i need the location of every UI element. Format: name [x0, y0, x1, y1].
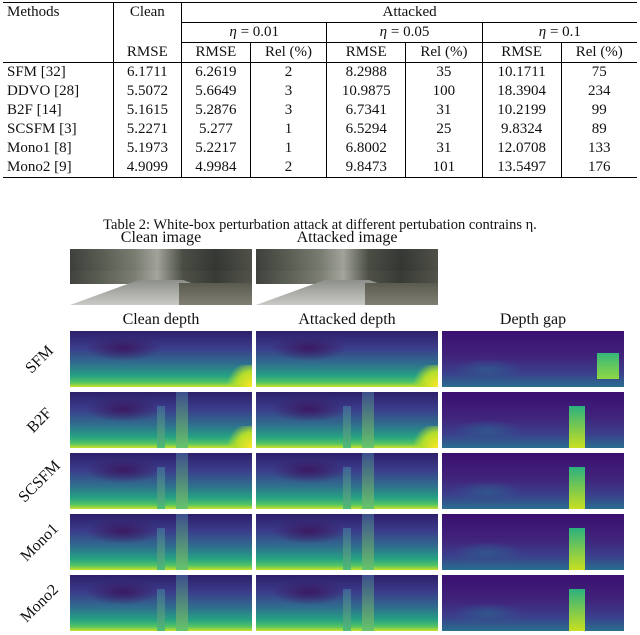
- label-clean-depth: Clean depth: [122, 311, 200, 328]
- table-row: Mono1 [8] 5.1973 5.2217 1 6.8002 31 12.0708 133: [3, 139, 637, 158]
- cell-p1: 1: [250, 139, 328, 158]
- cell-method: DDVO [28]: [3, 82, 114, 101]
- attacked-depth-map: [256, 514, 438, 570]
- sub-rmse-1: RMSE: [181, 42, 251, 63]
- label-depth-gap: Depth gap: [499, 311, 567, 328]
- table-row: DDVO [28] 5.5072 5.6649 3 10.9875 100 18.3904 2…: [3, 82, 637, 101]
- cell-method: SFM [32]: [3, 62, 114, 82]
- cell-method: Mono1 [8]: [3, 139, 114, 158]
- cell-p2: 31: [405, 139, 483, 158]
- cell-r1: 6.2619: [181, 62, 251, 82]
- cell-method: B2F [14]: [3, 101, 114, 120]
- clean-image: [70, 249, 252, 305]
- eta-header-2: η = 0.05: [326, 22, 483, 43]
- sub-rel-2: Rel (%): [405, 42, 483, 63]
- cell-p3: 89: [591, 121, 607, 137]
- cell-p3: 99: [591, 102, 607, 118]
- cell-p3: 176: [561, 158, 637, 178]
- cell-p1: 2: [250, 158, 328, 178]
- table-row: B2F [14] 5.1615 5.2876 3 6.7341 31 10.2199 99: [3, 101, 637, 120]
- label-attacked-depth: Attacked depth: [298, 311, 396, 328]
- label-attacked-image: Attacked image: [296, 229, 398, 246]
- depth-gap-map: [442, 453, 624, 509]
- attacked-depth-map: [256, 575, 438, 631]
- cell-r2: 8.2988: [326, 62, 407, 82]
- cell-p3: 234: [588, 83, 611, 99]
- clean-depth-map: [70, 392, 252, 448]
- eta-header-1: η = 0.01: [181, 22, 328, 43]
- cell-p2: 25: [405, 120, 483, 139]
- cell-clean: 5.1973: [113, 139, 183, 158]
- cell-p2: 31: [405, 101, 483, 120]
- cell-p3: 75: [591, 64, 607, 80]
- cell-r2: 6.5294: [326, 120, 407, 139]
- cell-r1: 5.277: [181, 120, 251, 139]
- attacked-depth-map: [256, 453, 438, 509]
- cell-clean: 5.5072: [113, 82, 183, 101]
- row-label: B2F: [23, 404, 56, 437]
- cell-r3: 10.2199: [482, 101, 562, 120]
- results-table: Methods Clean Attacked η = 0.01 η = 0.05…: [3, 2, 637, 178]
- header-attacked: Attacked: [181, 2, 637, 23]
- cell-clean: 5.2271: [113, 120, 183, 139]
- cell-r2: 6.7341: [326, 101, 407, 120]
- clean-depth-map: [70, 575, 252, 631]
- cell-r1: 5.2217: [181, 139, 251, 158]
- table-row: SCSFM [3] 5.2271 5.277 1 6.5294 25 9.8324 89: [3, 120, 637, 139]
- table-row: Mono2 [9] 4.9099 4.9984 2 9.8473 101 13.5497 17…: [3, 158, 637, 178]
- clean-depth-map: [70, 331, 252, 387]
- cell-r2: 6.8002: [326, 139, 407, 158]
- cell-p2: 100: [405, 82, 483, 101]
- attacked-depth-map: [256, 331, 438, 387]
- sub-rmse-clean: RMSE: [113, 42, 183, 63]
- cell-r3: 12.0708: [482, 139, 562, 158]
- attacked-depth-map: [256, 392, 438, 448]
- table-row: SFM [32] 6.1711 6.2619 2 8.2988 35 10.1711 75: [3, 62, 637, 82]
- cell-p2: 35: [405, 62, 483, 82]
- header-clean: Clean: [113, 2, 183, 23]
- cell-p1: 3: [250, 101, 328, 120]
- cell-p2: 101: [405, 158, 483, 178]
- clean-depth-map: [70, 514, 252, 570]
- clean-depth-map: [70, 453, 252, 509]
- depth-gap-map: [442, 392, 624, 448]
- cell-p3: 133: [588, 140, 611, 156]
- cell-r3: 13.5497: [482, 158, 562, 178]
- row-label: SCSFM: [15, 457, 64, 506]
- sub-rel-3: Rel (%): [561, 42, 637, 63]
- depth-gap-map: [442, 514, 624, 570]
- cell-r2: 9.8473: [326, 158, 407, 178]
- cell-r1: 5.2876: [181, 101, 251, 120]
- cell-p1: 1: [250, 120, 328, 139]
- attacked-image: [256, 249, 438, 305]
- row-label: Mono1: [17, 520, 62, 566]
- row-label: Mono2: [17, 581, 62, 627]
- cell-r3: 10.1711: [482, 62, 562, 82]
- table-caption: Table 2: White-box perturbation attack a…: [103, 217, 537, 233]
- cell-r1: 5.6649: [181, 82, 251, 101]
- cell-p1: 3: [250, 82, 328, 101]
- cell-method: SCSFM [3]: [3, 120, 114, 139]
- sub-rel-1: Rel (%): [250, 42, 328, 63]
- sub-rmse-2: RMSE: [326, 42, 407, 63]
- sub-rmse-3: RMSE: [482, 42, 562, 63]
- cell-clean: 5.1615: [113, 101, 183, 120]
- cell-method: Mono2 [9]: [3, 158, 114, 178]
- cell-clean: 6.1711: [113, 62, 183, 82]
- row-label: SFM: [22, 342, 57, 377]
- label-clean-image: Clean image: [120, 229, 202, 246]
- cell-r3: 9.8324: [482, 120, 562, 139]
- cell-clean: 4.9099: [113, 158, 183, 178]
- cell-r2: 10.9875: [326, 82, 407, 101]
- depth-gap-map: [442, 331, 624, 387]
- eta-header-3: η = 0.1: [482, 22, 637, 43]
- header-methods: Methods: [3, 2, 114, 23]
- cell-r1: 4.9984: [181, 158, 251, 178]
- cell-r3: 18.3904: [482, 82, 562, 101]
- depth-gap-map: [442, 575, 624, 631]
- cell-p1: 2: [250, 62, 328, 82]
